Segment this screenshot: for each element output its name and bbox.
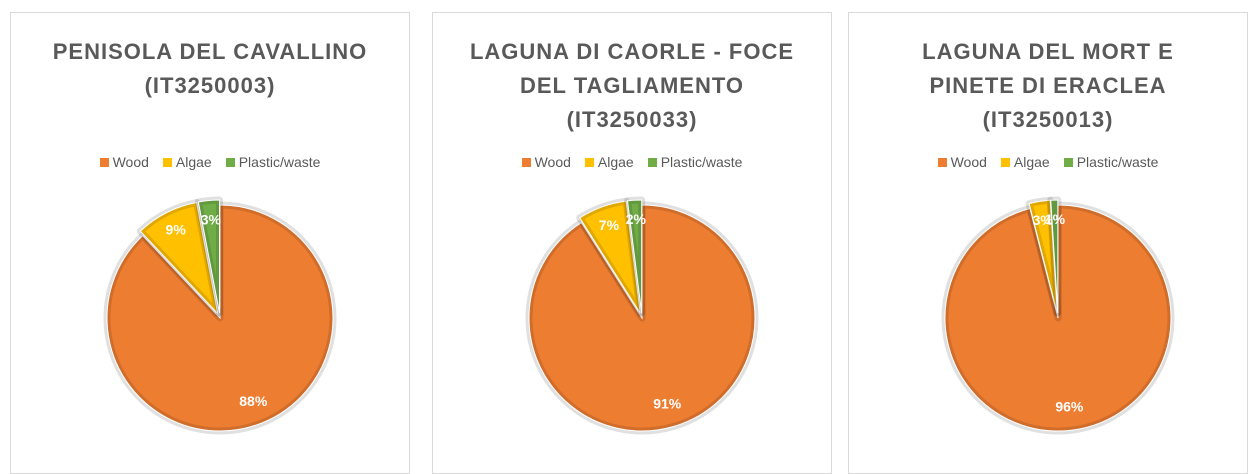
legend-label: Algae: [175, 154, 212, 170]
legend-item: Algae: [162, 154, 212, 170]
legend: Wood Algae Plastic/waste: [433, 154, 831, 170]
chart-title: LAGUNA DEL MORT E PINETE DI ERACLEA (IT3…: [922, 39, 1174, 132]
slice-group: [525, 201, 759, 435]
chart-title: PENISOLA DEL CAVALLINO (IT3250003): [52, 39, 368, 98]
data-label: 3%: [1033, 212, 1054, 228]
slice-edge: [1028, 199, 1058, 314]
legend-swatch: [937, 157, 947, 167]
legend-item: Algae: [584, 154, 634, 170]
slice-group: [576, 197, 644, 317]
legend-label: Plastic/waste: [238, 154, 321, 170]
legend-swatch: [647, 157, 657, 167]
legend-item: Wood: [937, 154, 987, 170]
slice-edge: [944, 204, 1172, 432]
legend-swatch: [162, 157, 172, 167]
legend-swatch: [584, 157, 594, 167]
chart-panel: 96% 3% 1% LAGUNA DEL MORT E PINETE DI ERACL…: [848, 12, 1248, 474]
slice-group: [1047, 196, 1062, 317]
slice-group: [194, 196, 224, 317]
legend-swatch: [521, 157, 531, 167]
data-label: 9%: [166, 222, 187, 238]
legend-swatch: [99, 157, 109, 167]
legend-label: Algae: [1013, 154, 1050, 170]
legend-label: Algae: [597, 154, 634, 170]
slice-edge: [528, 204, 756, 432]
pie-chart: 88% 9% 3%: [103, 196, 337, 435]
legend-label: Plastic/waste: [660, 154, 743, 170]
data-label: 3%: [201, 211, 222, 227]
slice-edge: [197, 199, 221, 314]
legend-item: Plastic/waste: [225, 154, 321, 170]
slice-edge: [626, 199, 643, 314]
pie-chart: 91% 7% 2%: [525, 196, 759, 435]
data-label: 7%: [599, 217, 620, 233]
legend-swatch: [1063, 157, 1073, 167]
data-label: 96%: [1055, 398, 1084, 414]
page: 88% 9% 3% PENISOLA DEL CAVALLINO (IT3250003…: [10, 12, 1248, 474]
slice-group: [941, 201, 1175, 435]
data-label: 1%: [1045, 211, 1066, 227]
slice-edge: [106, 204, 334, 432]
slice-group: [136, 199, 222, 318]
slice-edge: [139, 201, 219, 316]
slice-group: [103, 201, 337, 435]
data-label: 2%: [626, 211, 647, 227]
slice-edge: [1050, 199, 1059, 314]
data-label: 88%: [239, 393, 268, 409]
legend-swatch: [1000, 157, 1010, 167]
legend: Wood Algae Plastic/waste: [849, 154, 1247, 170]
legend-item: Plastic/waste: [1063, 154, 1159, 170]
legend-item: Plastic/waste: [647, 154, 743, 170]
slice-edge: [579, 200, 641, 314]
legend-label: Plastic/waste: [1076, 154, 1159, 170]
legend-item: Wood: [99, 154, 149, 170]
data-label: 91%: [653, 396, 682, 412]
pie-chart: 96% 3%1%: [941, 196, 1175, 435]
chart-panel: 91% 7% 2% LAGUNA DI CAORLE - FOCE DEL TAGLI…: [432, 12, 832, 474]
legend-item: Wood: [521, 154, 571, 170]
legend-label: Wood: [112, 154, 149, 170]
legend: Wood Algae Plastic/waste: [11, 154, 409, 170]
chart-panel: 88% 9% 3% PENISOLA DEL CAVALLINO (IT3250003…: [10, 12, 410, 474]
legend-item: Algae: [1000, 154, 1050, 170]
slice-group: [1025, 196, 1061, 317]
legend-swatch: [225, 157, 235, 167]
chart-title: LAGUNA DI CAORLE - FOCE DEL TAGLIAMENTO …: [469, 39, 795, 132]
legend-label: Wood: [950, 154, 987, 170]
legend-label: Wood: [534, 154, 571, 170]
slice-group: [624, 196, 646, 317]
